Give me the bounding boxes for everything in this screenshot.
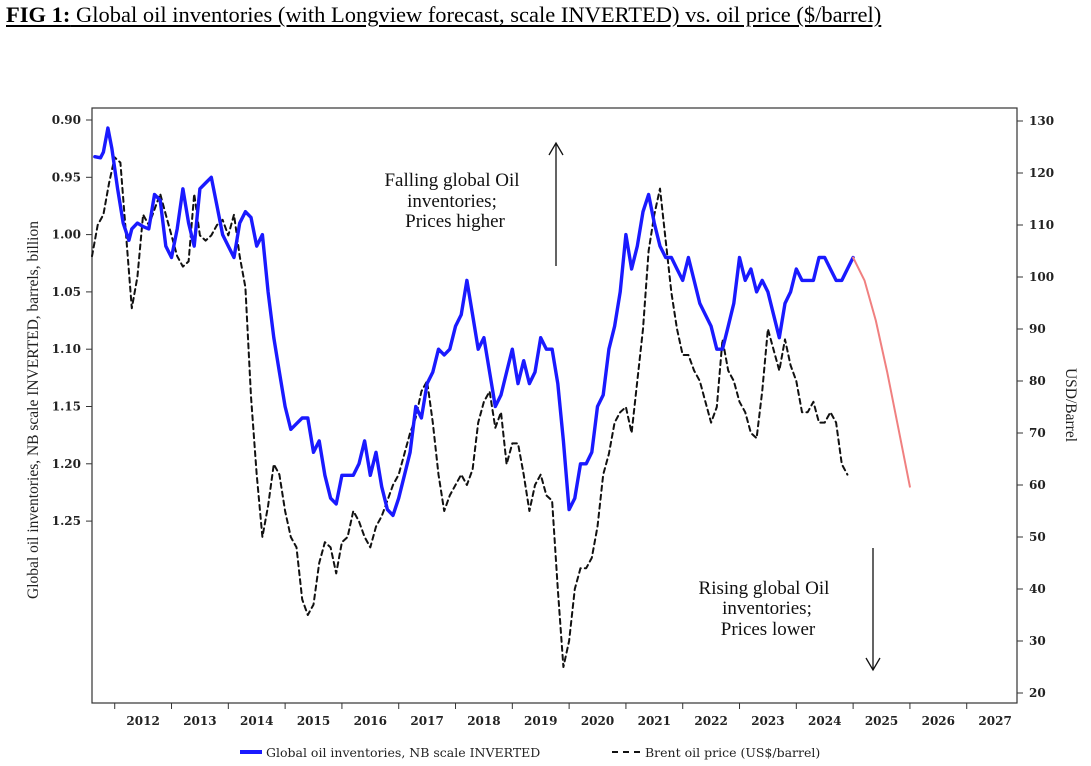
y-left-tick-label: 1.25 xyxy=(52,514,81,528)
y-left-tick-label: 1.15 xyxy=(52,400,81,414)
y-right-axis-title: USD/Barrel xyxy=(1062,368,1079,442)
y-left-axis-title: Global oil inventories, NB scale INVERTE… xyxy=(25,221,42,599)
annotation-line: inventories; xyxy=(407,191,497,212)
series-line-forecast xyxy=(852,256,911,488)
y-right-tick-label: 50 xyxy=(1029,530,1046,544)
x-tick-label: 2018 xyxy=(467,714,500,728)
x-tick-label: 2023 xyxy=(751,714,784,728)
y-left-tick-label: 1.20 xyxy=(52,457,81,471)
annotation-line: inventories; xyxy=(722,598,812,619)
y-right-tick-label: 100 xyxy=(1029,270,1054,284)
annotation-prices-higher: Falling global Oil inventories; Prices h… xyxy=(384,141,564,266)
annotation-line: Falling global Oil xyxy=(384,170,519,191)
y-right-axis: 20 30 40 50 60 70 80 90 100 110 120 130 xyxy=(1017,114,1054,700)
y-right-tick-label: 90 xyxy=(1029,322,1046,336)
x-tick-label: 2026 xyxy=(922,714,955,728)
y-right-tick-label: 30 xyxy=(1029,634,1046,648)
figure-title-text: Global oil inventories (with Longview fo… xyxy=(76,2,882,27)
annotation-prices-lower: Rising global Oil inventories; Prices lo… xyxy=(699,548,881,672)
up-arrow-head-icon xyxy=(548,141,564,156)
annotation-line: Prices lower xyxy=(721,619,816,640)
x-tick-label: 2012 xyxy=(126,714,159,728)
y-right-tick-label: 120 xyxy=(1029,166,1054,180)
x-tick-label: 2014 xyxy=(240,714,273,728)
x-tick-label: 2021 xyxy=(638,714,671,728)
y-right-tick-label: 40 xyxy=(1029,582,1046,596)
plot-frame xyxy=(91,107,1018,704)
figure-title: FIG 1: Global oil inventories (with Long… xyxy=(6,2,881,28)
x-tick-label: 2017 xyxy=(410,714,443,728)
x-tick-label: 2027 xyxy=(978,714,1011,728)
x-tick-label: 2013 xyxy=(183,714,216,728)
y-left-tick-label: 0.90 xyxy=(52,113,81,127)
legend-label-brent: Brent oil price (US$/barrel) xyxy=(645,745,820,760)
y-right-tick-label: 70 xyxy=(1029,426,1046,440)
x-axis: 2012 2013 2014 2015 2016 2017 2018 2019 2020 2021… xyxy=(114,703,1012,728)
y-right-tick-label: 80 xyxy=(1029,374,1046,388)
y-right-tick-label: 110 xyxy=(1029,218,1054,232)
y-right-tick-label: 60 xyxy=(1029,478,1046,492)
y-left-tick-label: 1.00 xyxy=(52,228,81,242)
y-left-tick-label: 1.05 xyxy=(52,285,81,299)
y-right-tick-label: 20 xyxy=(1029,686,1046,700)
annotation-line: Rising global Oil xyxy=(699,578,830,599)
y-left-tick-label: 1.10 xyxy=(52,342,81,356)
x-tick-label: 2016 xyxy=(354,714,387,728)
figure-label: FIG 1: xyxy=(6,2,71,27)
series-line-inventories xyxy=(93,126,855,518)
series-layer xyxy=(91,126,911,668)
y-right-tick-label: 130 xyxy=(1029,114,1054,128)
x-tick-label: 2022 xyxy=(694,714,727,728)
annotation-line: Prices higher xyxy=(405,211,505,232)
legend: Global oil inventories, NB scale INVERTE… xyxy=(240,745,820,760)
x-tick-label: 2019 xyxy=(524,714,557,728)
x-tick-label: 2020 xyxy=(581,714,614,728)
down-arrow-head-icon xyxy=(865,657,881,672)
x-tick-label: 2015 xyxy=(297,714,330,728)
x-tick-label: 2024 xyxy=(808,714,841,728)
y-left-axis: 0.90 0.95 1.00 1.05 1.10 1.15 1.20 1.25 xyxy=(52,113,92,528)
legend-label-inventories: Global oil inventories, NB scale INVERTE… xyxy=(266,745,540,760)
y-left-tick-label: 0.95 xyxy=(52,170,81,184)
x-tick-label: 2025 xyxy=(865,714,898,728)
